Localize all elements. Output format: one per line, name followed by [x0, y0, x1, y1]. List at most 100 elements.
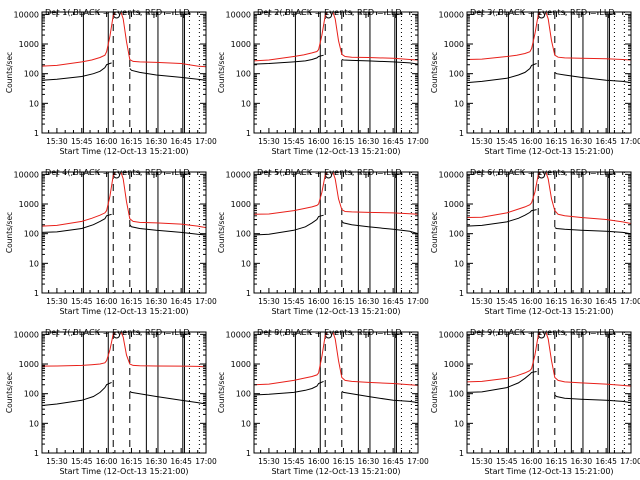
x-tick-label: 16:45: [382, 137, 404, 146]
panel-det-6: 1 10 100 1000 10000 15:30 15:45 16:00 16:15 16:30…: [430, 167, 640, 316]
x-tick-label: 15:30: [46, 457, 68, 466]
y-tick-label: 1000: [19, 40, 39, 49]
x-tick-label: 17:00: [407, 297, 429, 306]
x-tick-label: 16:15: [546, 137, 568, 146]
x-tick-label: 16:45: [595, 297, 617, 306]
panel-title: Det 1(,BLACK = Events, RED = LLD: [45, 7, 190, 17]
y-axis-label: Counts/sec: [217, 52, 226, 93]
y-tick-label: 10000: [439, 170, 464, 179]
x-tick-label: 16:00: [521, 457, 543, 466]
bracket-marker: [183, 333, 191, 338]
y-tick-label: 1000: [19, 200, 39, 209]
x-tick-label: 16:45: [595, 137, 617, 146]
y-tick-label: 10000: [439, 10, 464, 19]
panel-det-1: 1 10 100 1000 10000 15:30 15:45 16:00 16:15 16:30…: [5, 7, 217, 156]
panel-title: Det 7(,BLACK = Events, RED = LLD: [45, 327, 190, 337]
events-series-line: [467, 209, 631, 235]
y-tick-label: 100: [236, 390, 251, 399]
y-tick-label: 10000: [14, 170, 39, 179]
x-tick-label: 17:00: [195, 297, 217, 306]
x-tick-label: 17:00: [407, 137, 429, 146]
panel-det-7: 1 10 100 1000 10000 15:30 15:45 16:00 16:15 16:30…: [5, 327, 217, 476]
x-tick-label: 15:45: [283, 137, 305, 146]
x-tick-label: 16:15: [546, 297, 568, 306]
y-tick-label: 100: [236, 230, 251, 239]
y-tick-label: 10000: [439, 330, 464, 339]
y-tick-label: 1000: [19, 360, 39, 369]
y-tick-label: 10000: [226, 330, 251, 339]
y-tick-label: 10: [241, 259, 251, 268]
y-tick-label: 10: [29, 419, 39, 428]
events-series-line: [254, 214, 418, 236]
y-tick-label: 1: [246, 449, 251, 458]
x-tick-label: 16:00: [308, 137, 330, 146]
x-tick-label: 15:30: [471, 457, 493, 466]
x-tick-label: 17:00: [407, 457, 429, 466]
y-tick-label: 10: [241, 99, 251, 108]
lld-series-line: [42, 172, 206, 229]
events-series-line: [42, 213, 206, 236]
plot-frame: [253, 11, 419, 134]
lld-series-line: [467, 12, 631, 61]
x-tick-label: 15:30: [258, 137, 280, 146]
bracket-marker: [395, 13, 403, 18]
x-tick-label: 16:45: [170, 297, 192, 306]
x-tick-label: 16:45: [382, 457, 404, 466]
x-tick-label: 17:00: [620, 457, 640, 466]
x-axis-label: Start Time (12-Oct-13 15:21:00): [271, 307, 400, 316]
x-tick-label: 15:45: [496, 137, 518, 146]
y-tick-label: 10000: [14, 330, 39, 339]
x-tick-label: 15:45: [496, 297, 518, 306]
bracket-marker: [395, 333, 403, 338]
x-axis-label: Start Time (12-Oct-13 15:21:00): [271, 467, 400, 476]
x-tick-label: 15:30: [258, 457, 280, 466]
bracket-marker: [608, 333, 616, 338]
x-axis-label: Start Time (12-Oct-13 15:21:00): [59, 467, 188, 476]
x-tick-label: 16:15: [333, 137, 355, 146]
y-tick-label: 1000: [444, 360, 464, 369]
bracket-marker: [395, 173, 403, 178]
y-tick-label: 1: [246, 289, 251, 298]
lld-series-line: [42, 332, 206, 368]
x-tick-label: 16:00: [96, 297, 118, 306]
x-tick-label: 16:30: [357, 297, 379, 306]
y-tick-label: 100: [24, 230, 39, 239]
plot-frame: [253, 171, 419, 294]
y-tick-label: 10: [454, 259, 464, 268]
x-tick-label: 16:15: [333, 297, 355, 306]
y-tick-label: 10000: [226, 170, 251, 179]
panel-title: Det 8(,BLACK = Events, RED = LLD: [257, 327, 402, 337]
lld-series-line: [467, 332, 631, 387]
y-tick-label: 1000: [444, 200, 464, 209]
y-tick-label: 1000: [444, 40, 464, 49]
y-tick-label: 1000: [231, 360, 251, 369]
plot-frame: [41, 171, 207, 294]
panel-title: Det 6(,BLACK = Events, RED = LLD: [470, 167, 615, 177]
x-tick-label: 16:30: [570, 297, 592, 306]
x-tick-label: 15:45: [71, 297, 93, 306]
lld-series-line: [254, 12, 418, 62]
x-tick-label: 15:45: [71, 137, 93, 146]
lld-series-line: [467, 172, 631, 224]
bracket-marker: [183, 13, 191, 18]
y-axis-label: Counts/sec: [5, 52, 14, 93]
x-tick-label: 16:00: [521, 137, 543, 146]
y-axis-label: Counts/sec: [5, 372, 14, 413]
y-axis-label: Counts/sec: [217, 372, 226, 413]
y-tick-label: 1: [459, 449, 464, 458]
y-tick-label: 10000: [14, 10, 39, 19]
lld-series-line: [254, 332, 418, 386]
events-series-line: [42, 381, 206, 406]
panel-det-5: 1 10 100 1000 10000 15:30 15:45 16:00 16:15 16:30…: [217, 167, 429, 316]
panel-title: Det 5(,BLACK = Events, RED = LLD: [257, 167, 402, 177]
y-tick-label: 100: [236, 70, 251, 79]
x-tick-label: 15:30: [471, 297, 493, 306]
y-tick-label: 10: [29, 259, 39, 268]
panel-det-9: 1 10 100 1000 10000 15:30 15:45 16:00 16:15 16:30…: [430, 327, 640, 476]
x-tick-label: 17:00: [620, 297, 640, 306]
y-tick-label: 100: [449, 390, 464, 399]
x-tick-label: 15:45: [71, 457, 93, 466]
plot-frame: [466, 331, 632, 454]
x-tick-label: 16:45: [595, 457, 617, 466]
x-tick-label: 15:30: [258, 297, 280, 306]
